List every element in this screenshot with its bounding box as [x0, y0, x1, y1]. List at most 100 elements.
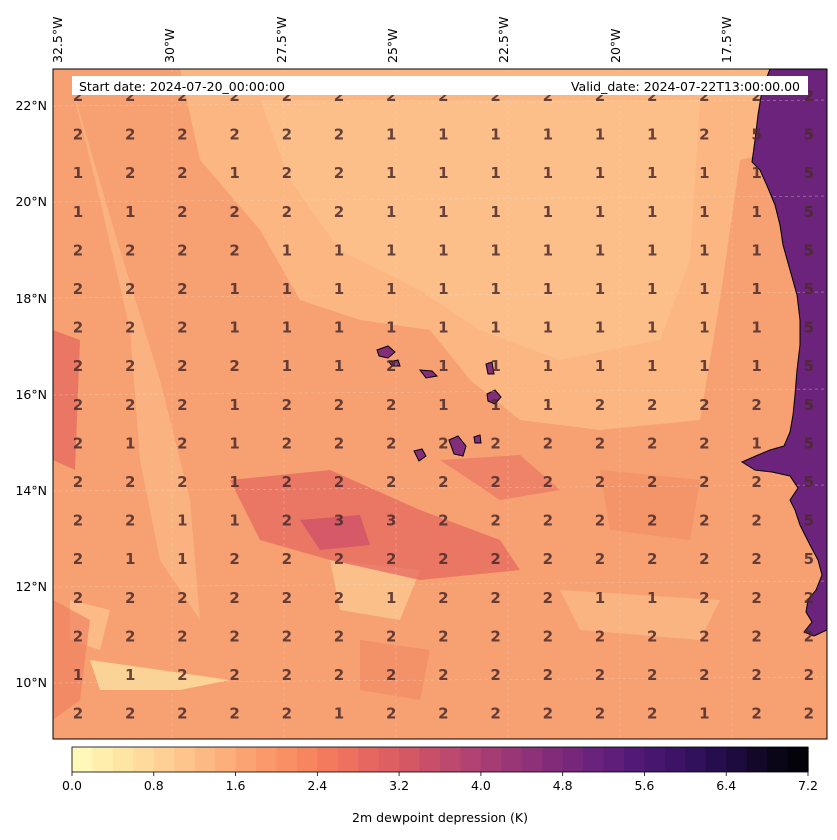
colorbar-tick-label: 2.4	[307, 778, 327, 793]
grid-value: 2	[438, 87, 448, 105]
grid-value: 2	[751, 705, 761, 723]
grid-value: 2	[229, 705, 239, 723]
grid-value: 1	[438, 396, 448, 414]
grid-value: 3	[334, 512, 344, 530]
grid-value: 1	[334, 319, 344, 337]
grid-value: 5	[804, 512, 814, 530]
grid-value: 2	[386, 705, 396, 723]
grid-value: 2	[229, 87, 239, 105]
grid-value: 2	[177, 126, 187, 144]
grid-value: 2	[543, 434, 553, 452]
grid-value: 2	[177, 319, 187, 337]
grid-value: 2	[229, 357, 239, 375]
grid-value: 2	[177, 473, 187, 491]
grid-value: 2	[804, 627, 814, 645]
colorbar-tick-label: 5.6	[634, 778, 654, 793]
grid-value: 2	[282, 434, 292, 452]
grid-value: 5	[751, 126, 761, 144]
grid-value: 2	[282, 203, 292, 221]
grid-value: 2	[282, 627, 292, 645]
grid-value: 1	[595, 241, 605, 259]
grid-value: 2	[386, 473, 396, 491]
colorbar-tick-label: 0.8	[144, 778, 164, 793]
grid-value: 2	[438, 512, 448, 530]
colorbar-segment	[399, 747, 421, 772]
grid-value: 1	[125, 666, 135, 684]
grid-value: 2	[543, 589, 553, 607]
grid-value: 2	[595, 473, 605, 491]
dewpoint-depression-field: 2 2 2 2 2 2 2 2 2 2 2 2 2 2 2 2 2 2 2 2 2 1 1 1 1 1 1 2 5 5 1 2 2 1 2 2 1 1 1 1…	[53, 69, 827, 739]
grid-value: 1	[647, 319, 657, 337]
grid-value: 2	[699, 87, 709, 105]
grid-value: 1	[386, 203, 396, 221]
grid-value: 2	[595, 627, 605, 645]
grid-value: 2	[647, 473, 657, 491]
grid-value: 2	[282, 164, 292, 182]
grid-value: 2	[595, 550, 605, 568]
grid-value: 2	[438, 666, 448, 684]
grid-value: 2	[804, 666, 814, 684]
grid-value: 1	[699, 203, 709, 221]
grid-value: 5	[804, 473, 814, 491]
grid-value: 2	[751, 473, 761, 491]
grid-value: 2	[334, 550, 344, 568]
grid-value: 1	[751, 164, 761, 182]
colorbar-tick-label: 3.2	[389, 778, 409, 793]
longitude-tick-labels: 32.5°W 30°W 27.5°W 25°W 22.5°W 20°W 17.5°W	[50, 17, 734, 63]
longitude-tick: 30°W	[162, 28, 177, 63]
grid-value: 5	[804, 357, 814, 375]
grid-value: 1	[647, 280, 657, 298]
grid-value: 1	[386, 319, 396, 337]
grid-value: 2	[386, 87, 396, 105]
grid-value: 1	[699, 357, 709, 375]
grid-value: 1	[751, 319, 761, 337]
colorbar: 0.0 0.8 1.6 2.4 3.2 4.0 4.8 5.6 6.4 7.2	[62, 746, 818, 793]
date-info-box	[72, 76, 808, 95]
colorbar-segment	[664, 747, 686, 772]
grid-value: 1	[73, 203, 83, 221]
grid-value: 2	[334, 627, 344, 645]
grid-value: 1	[543, 396, 553, 414]
grid-value: 1	[490, 280, 500, 298]
grid-value: 2	[73, 550, 83, 568]
colorbar-segment	[705, 747, 727, 772]
grid-value: 2	[595, 512, 605, 530]
grid-value: 2	[177, 280, 187, 298]
latitude-tick: 14°N	[15, 483, 47, 498]
longitude-tick: 32.5°W	[50, 17, 65, 63]
grid-value: 1	[699, 241, 709, 259]
colorbar-tick-label: 0.0	[62, 778, 82, 793]
grid-value: 1	[334, 241, 344, 259]
grid-value: 2	[804, 87, 814, 105]
grid-value: 1	[125, 203, 135, 221]
grid-value: 2	[647, 666, 657, 684]
grid-value: 1	[699, 280, 709, 298]
colorbar-tick-label: 4.0	[471, 778, 491, 793]
grid-value: 1	[543, 357, 553, 375]
grid-value: 2	[386, 396, 396, 414]
grid-value: 5	[804, 126, 814, 144]
grid-value: 1	[595, 164, 605, 182]
grid-value: 1	[73, 666, 83, 684]
grid-value: 1	[438, 280, 448, 298]
colorbar-segment	[378, 747, 400, 772]
latitude-tick: 20°N	[15, 194, 47, 209]
grid-value: 2	[386, 550, 396, 568]
grid-value: 2	[282, 87, 292, 105]
grid-value: 2	[282, 396, 292, 414]
grid-value: 2	[229, 666, 239, 684]
grid-value: 2	[334, 473, 344, 491]
grid-value: 1	[647, 203, 657, 221]
grid-value: 1	[438, 319, 448, 337]
grid-value: 1	[282, 319, 292, 337]
grid-value: 2	[229, 126, 239, 144]
grid-value: 2	[125, 357, 135, 375]
grid-value: 2	[73, 87, 83, 105]
grid-value: 2	[595, 705, 605, 723]
grid-value: 2	[282, 589, 292, 607]
colorbar-segment	[235, 747, 257, 772]
colorbar-segment	[480, 747, 502, 772]
latitude-tick: 16°N	[15, 387, 47, 402]
colorbar-title: 2m dewpoint depression (K)	[352, 810, 528, 825]
grid-value: 2	[177, 203, 187, 221]
